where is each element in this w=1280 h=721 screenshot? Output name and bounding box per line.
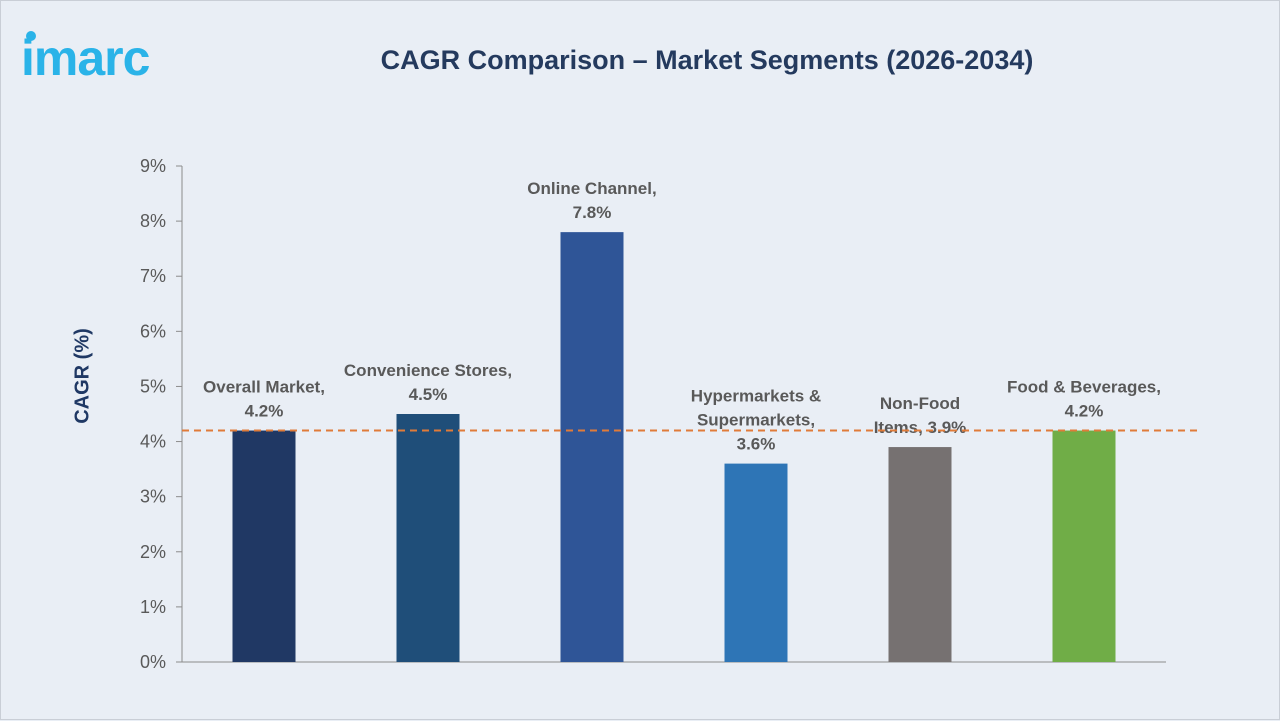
data-label: Convenience Stores, 4.5% [344,361,512,404]
y-tick-label: 9% [140,156,166,176]
y-tick-label: 6% [140,321,166,341]
chart-title: CAGR Comparison – Market Segments (2026-… [380,45,1034,75]
y-tick-label: 5% [140,376,166,396]
y-tick-label: 8% [140,211,166,231]
data-label: Non-Food Items, 3.9% [874,394,967,437]
y-tick-label: 3% [140,487,166,507]
bar [560,232,624,662]
bar [232,430,296,662]
y-tick-label: 1% [140,597,166,617]
y-tick-label: 4% [140,432,166,452]
bar [1052,430,1116,662]
logo-dot [26,31,36,41]
bar [888,447,952,662]
data-label: Hypermarkets & Supermarkets, 3.6% [691,387,821,454]
data-label: Overall Market, 4.2% [203,378,325,421]
bar [396,414,460,662]
data-label: Food & Beverages, 4.2% [1007,378,1161,421]
y-tick-label: 0% [140,652,166,672]
y-tick-label: 2% [140,542,166,562]
data-label: Online Channel, 7.8% [527,179,656,222]
y-tick-label: 7% [140,266,166,286]
bar [724,463,788,662]
imarc-logo: imarc [21,31,151,86]
logo-text: imarc [21,31,150,86]
